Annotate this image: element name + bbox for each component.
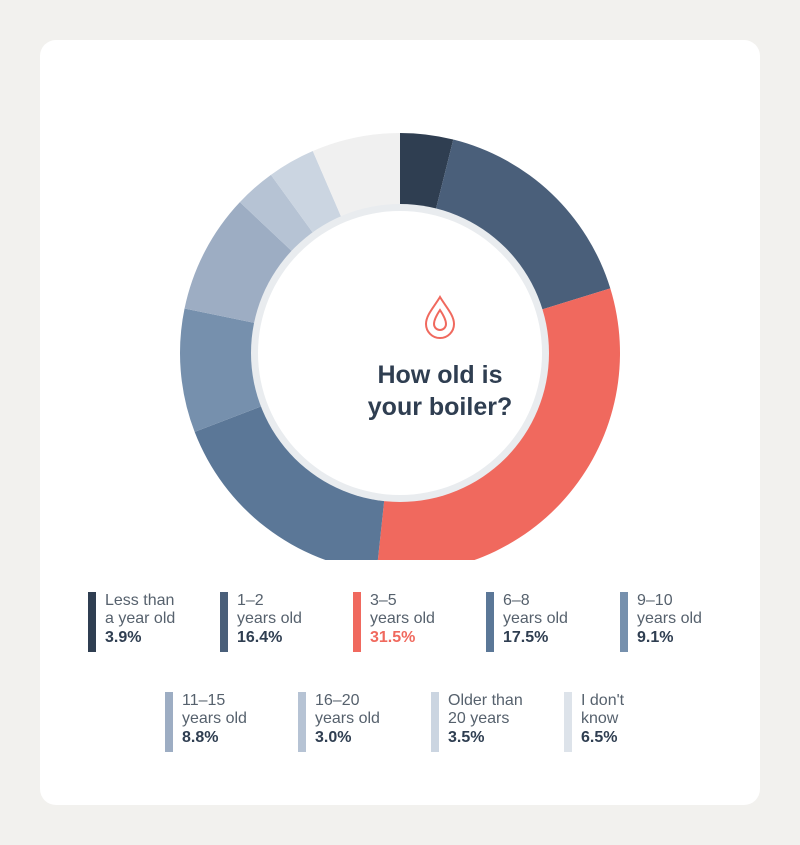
legend-swatch xyxy=(353,592,361,652)
donut-hole xyxy=(258,211,542,495)
legend-label: 1–2 years old xyxy=(237,592,302,627)
legend-text: 1–2 years old 16.4% xyxy=(237,592,302,652)
legend-item: 9–10 years old 9.1% xyxy=(620,592,702,652)
donut-segment-7 xyxy=(270,151,342,234)
donut-segment-5 xyxy=(184,202,293,324)
legend-swatch xyxy=(88,592,96,652)
legend-value: 17.5% xyxy=(503,629,549,646)
legend-label: 3–5 years old xyxy=(370,592,435,627)
legend-text: 3–5 years old 31.5% xyxy=(370,592,435,652)
legend-value: 3.5% xyxy=(448,729,485,746)
legend-value: 31.5% xyxy=(370,629,416,646)
legend-value: 3.0% xyxy=(315,729,352,746)
donut-chart xyxy=(179,133,620,560)
donut-segment-4 xyxy=(179,308,262,432)
legend-value: 9.1% xyxy=(637,629,674,646)
legend-item: 16–20 years old 3.0% xyxy=(298,692,380,752)
legend-text: 6–8 years old 17.5% xyxy=(503,592,568,652)
legend-swatch xyxy=(564,692,572,752)
legend-value: 16.4% xyxy=(237,629,283,646)
legend-item: I don't know 6.5% xyxy=(564,692,624,752)
chart-title: How old is your boiler? xyxy=(367,361,513,421)
legend-swatch xyxy=(165,692,173,752)
donut-segment-3 xyxy=(194,406,385,560)
donut-segment-8 xyxy=(312,133,400,218)
legend-text: 9–10 years old 9.1% xyxy=(637,592,702,652)
legend-swatch xyxy=(486,592,494,652)
legend-item: Older than 20 years 3.5% xyxy=(431,692,523,752)
legend-label: 6–8 years old xyxy=(503,592,568,627)
legend-value: 3.9% xyxy=(105,629,142,646)
legend-value: 6.5% xyxy=(581,729,618,746)
legend-text: Less than a year old 3.9% xyxy=(105,592,175,652)
legend-swatch xyxy=(220,592,228,652)
legend-item: 11–15 years old 8.8% xyxy=(165,692,247,752)
donut-segment-6 xyxy=(239,174,314,252)
water-drop-icon xyxy=(424,295,456,339)
legend-value: 8.8% xyxy=(182,729,219,746)
legend-swatch xyxy=(298,692,306,752)
legend-text: 16–20 years old 3.0% xyxy=(315,692,380,752)
legend-label: Less than a year old xyxy=(105,592,176,627)
chart-card: How old is your boiler? Less than a year… xyxy=(40,40,760,805)
legend-text: I don't know 6.5% xyxy=(581,692,624,752)
legend-item: 6–8 years old 17.5% xyxy=(486,592,568,652)
donut-segment-2 xyxy=(377,288,620,560)
legend-label: 9–10 years old xyxy=(637,592,702,627)
donut-segment-0 xyxy=(400,133,454,210)
legend-label: I don't know xyxy=(581,692,625,727)
donut-segment-1 xyxy=(435,139,611,310)
legend-label: Older than 20 years xyxy=(448,692,523,727)
legend-item: 1–2 years old 16.4% xyxy=(220,592,302,652)
legend-item: 3–5 years old 31.5% xyxy=(353,592,435,652)
legend-label: 11–15 years old xyxy=(182,692,247,727)
legend-label: 16–20 years old xyxy=(315,692,380,727)
legend-text: Older than 20 years 3.5% xyxy=(448,692,523,752)
legend-swatch xyxy=(431,692,439,752)
legend-text: 11–15 years old 8.8% xyxy=(182,692,247,752)
chart-center: How old is your boiler? xyxy=(340,295,540,423)
legend-swatch xyxy=(620,592,628,652)
legend-item: Less than a year old 3.9% xyxy=(88,592,175,652)
